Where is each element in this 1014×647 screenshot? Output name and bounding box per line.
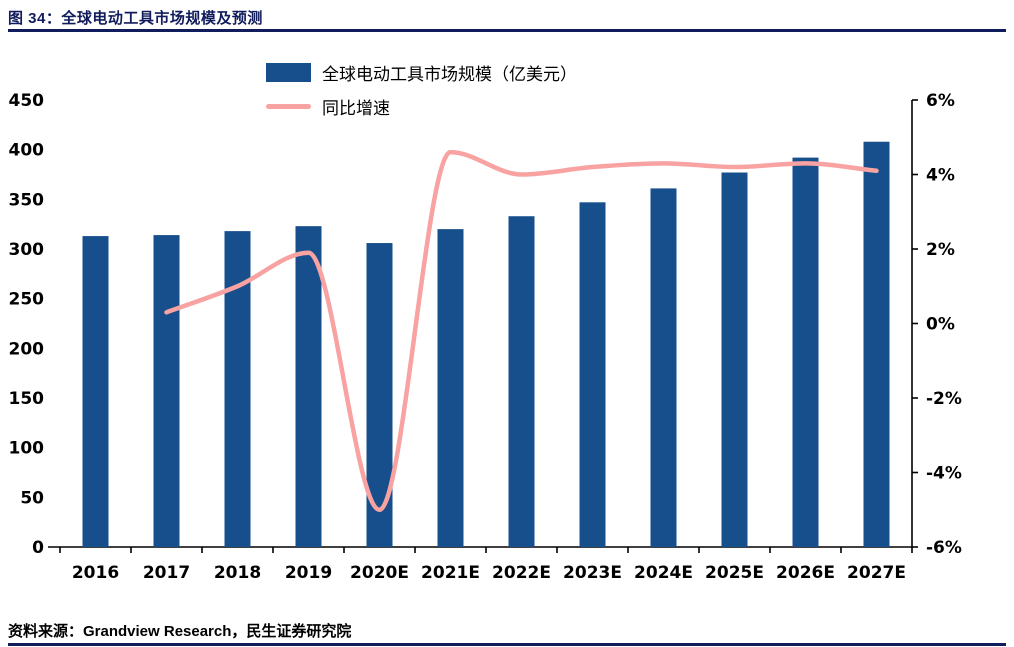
svg-text:450: 450 bbox=[9, 91, 45, 111]
svg-text:250: 250 bbox=[9, 290, 45, 310]
line-series-swatch bbox=[266, 104, 311, 109]
header-divider bbox=[8, 29, 1006, 32]
footer-divider bbox=[8, 643, 1006, 646]
svg-text:2020E: 2020E bbox=[350, 563, 409, 583]
svg-text:2027E: 2027E bbox=[847, 563, 906, 583]
svg-text:6%: 6% bbox=[926, 91, 955, 111]
figure-title: 图 34：全球电动工具市场规模及预测 bbox=[8, 10, 263, 27]
svg-text:2022E: 2022E bbox=[492, 563, 551, 583]
svg-text:200: 200 bbox=[9, 339, 45, 359]
svg-text:100: 100 bbox=[9, 439, 45, 459]
svg-text:2023E: 2023E bbox=[563, 563, 622, 583]
svg-text:350: 350 bbox=[9, 190, 45, 210]
svg-text:2018: 2018 bbox=[214, 563, 261, 583]
svg-text:0%: 0% bbox=[926, 315, 955, 335]
svg-text:0: 0 bbox=[32, 538, 44, 558]
figure-source: 资料来源：Grandview Research，民生证券研究院 bbox=[8, 623, 352, 640]
svg-text:2%: 2% bbox=[926, 240, 955, 260]
svg-text:150: 150 bbox=[9, 389, 45, 409]
bar-series-swatch bbox=[266, 63, 311, 82]
svg-text:2016: 2016 bbox=[72, 563, 119, 583]
svg-text:2017: 2017 bbox=[143, 563, 190, 583]
svg-text:-2%: -2% bbox=[926, 389, 962, 409]
line-series-label: 同比增速 bbox=[322, 99, 390, 118]
chart-legend: 全球电动工具市场规模（亿美元） 同比增速 bbox=[266, 60, 577, 119]
legend-item-line: 同比增速 bbox=[266, 94, 577, 119]
svg-text:300: 300 bbox=[9, 240, 45, 260]
svg-text:2025E: 2025E bbox=[705, 563, 764, 583]
svg-text:-6%: -6% bbox=[926, 538, 962, 558]
svg-text:2024E: 2024E bbox=[634, 563, 693, 583]
bar-series-label: 全球电动工具市场规模（亿美元） bbox=[322, 65, 577, 84]
svg-text:2019: 2019 bbox=[285, 563, 332, 583]
svg-text:50: 50 bbox=[20, 488, 44, 508]
svg-text:2026E: 2026E bbox=[776, 563, 835, 583]
legend-item-bar: 全球电动工具市场规模（亿美元） bbox=[266, 60, 577, 85]
svg-text:-4%: -4% bbox=[926, 464, 962, 484]
svg-text:4%: 4% bbox=[926, 166, 955, 186]
svg-text:400: 400 bbox=[9, 141, 45, 161]
svg-text:2021E: 2021E bbox=[421, 563, 480, 583]
